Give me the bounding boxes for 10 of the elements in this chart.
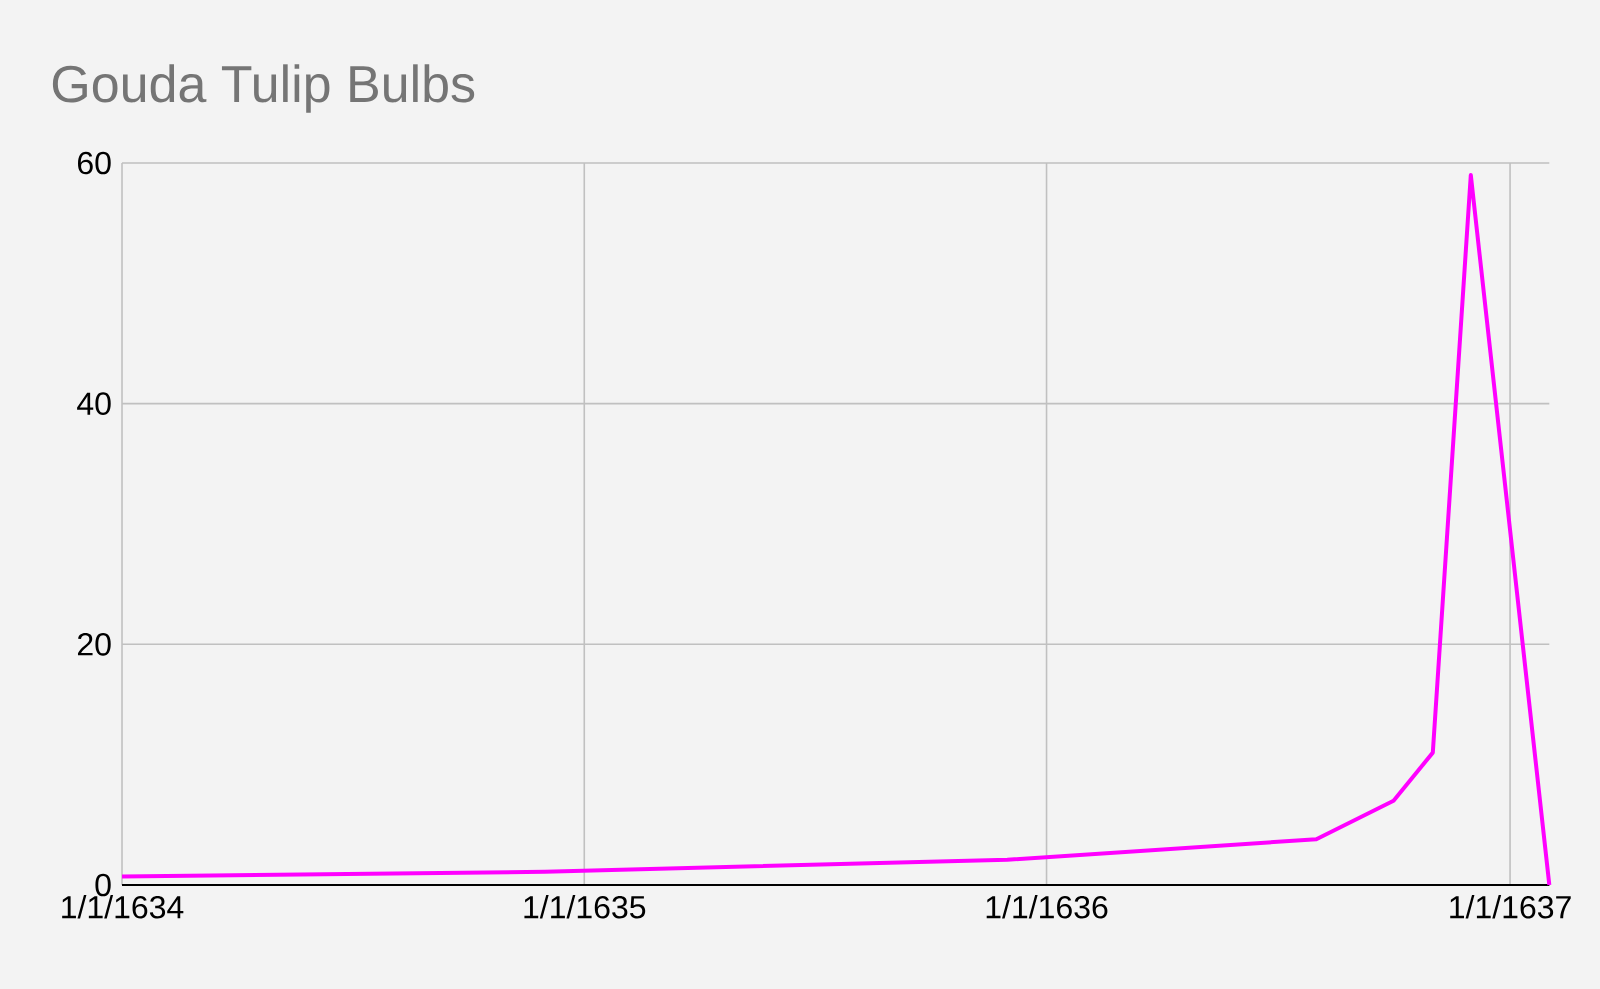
chart-title: Gouda Tulip Bulbs [52,64,475,113]
x-tick-label: 1/1/1637 [1450,895,1571,919]
x-tick-label: 1/1/1634 [62,895,184,919]
y-tick-label: 20 [77,633,111,656]
x-tick-label: 1/1/1635 [524,895,646,919]
y-tick-label: 60 [78,151,111,175]
x-tick-label: 1/1/1636 [986,895,1108,919]
y-tick-label: 0 [95,873,111,897]
line-series [120,173,1552,887]
y-tick-label: 40 [77,392,111,415]
